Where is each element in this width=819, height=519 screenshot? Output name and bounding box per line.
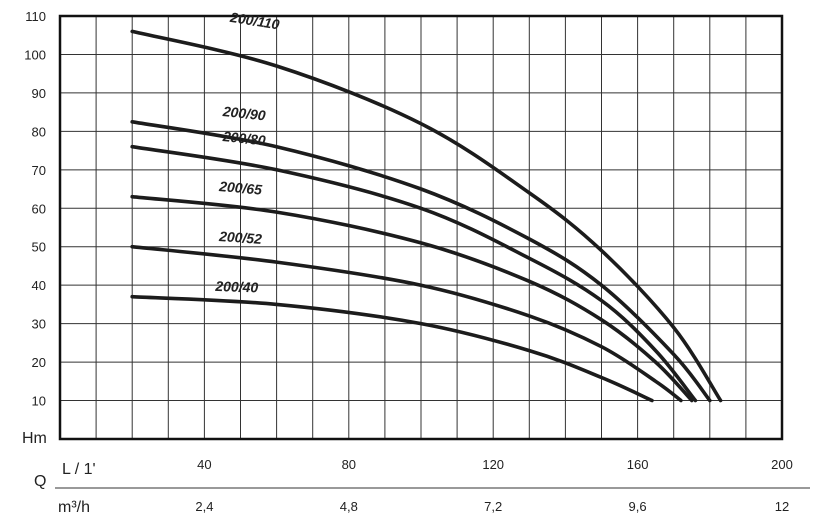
curves <box>130 29 723 403</box>
plot-frame <box>58 14 784 441</box>
curve-200-40 <box>130 294 654 403</box>
x-tick-label-secondary: 12 <box>775 499 789 514</box>
grid-lines <box>60 16 782 439</box>
y-tick-label: 110 <box>25 9 46 24</box>
curve-label: 200/90 <box>221 103 266 124</box>
y-tick-label: 60 <box>32 201 46 216</box>
x-tick-label-secondary: 2,4 <box>195 499 213 514</box>
y-tick-label: 100 <box>24 47 46 62</box>
x-tick-label-primary: 40 <box>197 457 211 472</box>
y-tick-label: 90 <box>32 86 46 101</box>
x-tick-label-primary: 120 <box>482 457 504 472</box>
curve-200-80 <box>130 144 698 403</box>
curve-label: 200/110 <box>228 9 281 33</box>
x-axis-unit-secondary: m³/h <box>58 499 90 516</box>
y-tick-label: 50 <box>32 240 46 255</box>
y-tick-label: 40 <box>32 278 46 293</box>
curve-labels: 200/110 200/90 200/80 200/65 200/52 200/40 <box>214 9 281 296</box>
curve-200-65 <box>130 194 694 403</box>
x-tick-label-primary: 200 <box>771 457 793 472</box>
x-axis-ticks: 40 2,4 80 4,8 120 7,2 160 9,6 200 12 <box>195 457 792 514</box>
q-symbol: Q <box>34 473 46 490</box>
x-tick-label-primary: 160 <box>627 457 649 472</box>
curve-200-52 <box>130 244 683 403</box>
x-tick-label-secondary: 9,6 <box>629 499 647 514</box>
x-axis-unit-primary: L / 1' <box>62 461 96 478</box>
y-tick-label: 30 <box>32 317 46 332</box>
curve-label: 200/52 <box>218 228 263 247</box>
y-axis-label: Hm <box>22 430 47 447</box>
curve-label: 200/80 <box>221 128 266 149</box>
x-tick-label-primary: 80 <box>342 457 356 472</box>
curve-200-110 <box>130 29 723 403</box>
y-tick-label: 10 <box>32 394 46 409</box>
curve-label: 200/40 <box>214 278 259 296</box>
y-tick-label: 80 <box>32 124 46 139</box>
y-tick-label: 70 <box>32 163 46 178</box>
curve-200-90 <box>130 120 712 403</box>
x-tick-label-secondary: 7,2 <box>484 499 502 514</box>
y-axis-ticks: 10 20 30 40 50 60 70 80 90 100 110 <box>24 9 46 409</box>
x-tick-label-secondary: 4,8 <box>340 499 358 514</box>
curve-label: 200/65 <box>218 178 263 198</box>
y-tick-label: 20 <box>32 355 46 370</box>
